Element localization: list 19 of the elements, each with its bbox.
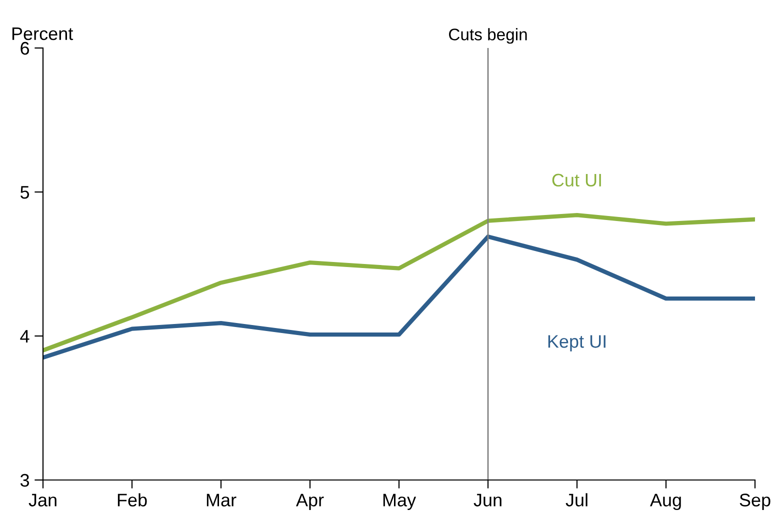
- y-tick-label: 3: [20, 474, 30, 487]
- text: Kept UI: [548, 335, 606, 352]
- x-tick-label: Sep: [740, 494, 770, 510]
- y-axis-title: Percent: [12, 28, 74, 40]
- line-series: [43, 212, 755, 352]
- y-tick-label: 5: [20, 186, 30, 199]
- x-tick-label: May: [383, 494, 416, 510]
- x-tick-label: Jan: [28, 494, 56, 506]
- x-tick-label: Jun: [474, 494, 502, 506]
- x-tick-label: Apr: [296, 494, 324, 510]
- line-series: [43, 234, 755, 360]
- y-tick-label: 6: [20, 42, 30, 55]
- ref-line-label: Cuts begin: [449, 28, 527, 44]
- x-tick-label: Feb: [118, 493, 147, 506]
- x-tick-label: Jul: [566, 493, 588, 506]
- series-label: Cut UI: [552, 174, 601, 187]
- y-tick-label: 4: [20, 330, 30, 343]
- x-tick-label: Aug: [650, 494, 681, 510]
- x-tick-label: Mar: [206, 494, 236, 506]
